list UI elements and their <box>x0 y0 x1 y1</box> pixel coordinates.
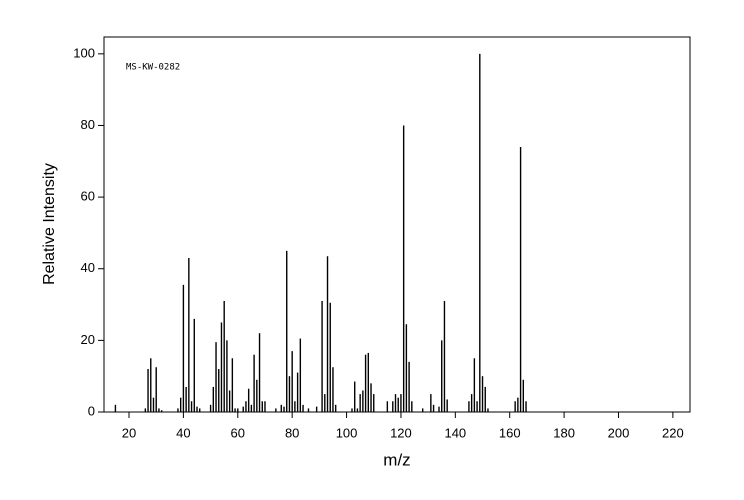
x-tick-label: 20 <box>122 425 136 440</box>
x-tick-label: 220 <box>662 425 684 440</box>
x-tick-label: 80 <box>285 425 299 440</box>
x-tick-label: 160 <box>499 425 521 440</box>
annotation: MS-KW-0282 <box>126 63 180 73</box>
y-tick-label: 80 <box>81 117 95 132</box>
x-tick-label: 140 <box>444 425 466 440</box>
y-tick-label: 20 <box>81 332 95 347</box>
y-axis-label: Relative Intensity <box>41 163 58 285</box>
x-tick-label: 100 <box>336 425 358 440</box>
y-tick-label: 40 <box>81 260 95 275</box>
y-tick-label: 0 <box>88 403 95 418</box>
x-tick-label: 40 <box>176 425 190 440</box>
y-tick-label: 100 <box>73 45 95 60</box>
x-tick-label: 200 <box>608 425 630 440</box>
y-tick-label: 60 <box>81 189 95 204</box>
x-tick-label: 120 <box>390 425 412 440</box>
x-tick-label: 180 <box>553 425 575 440</box>
plot-frame <box>103 36 691 413</box>
x-tick-label: 60 <box>231 425 245 440</box>
x-axis-label: m/z <box>383 450 410 469</box>
